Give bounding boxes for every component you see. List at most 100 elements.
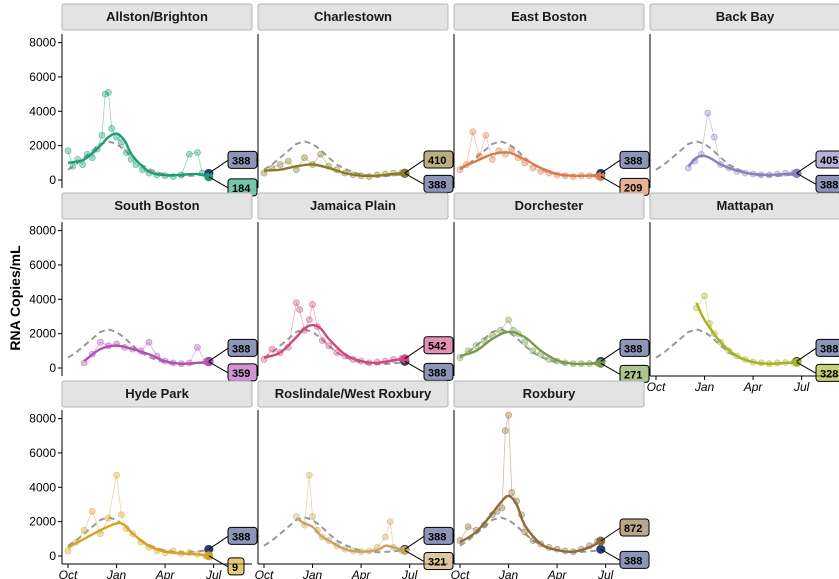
data-point [296, 306, 304, 314]
reference-line [655, 328, 802, 366]
data-point [108, 125, 116, 132]
x-tick-label: Jul [793, 380, 810, 394]
data-point [79, 161, 86, 168]
strip-background [453, 380, 645, 408]
value-leader [796, 159, 817, 174]
value-badge-label: 872 [624, 523, 642, 535]
y-tick-label: 0 [49, 173, 56, 187]
reference-badge [423, 526, 454, 545]
data-point [276, 161, 284, 168]
strip-label: South Boston [114, 198, 199, 213]
x-tick-label: Jan [302, 568, 323, 579]
y-tick-label: 4000 [29, 292, 56, 306]
data-point [64, 147, 72, 155]
value-leader [208, 361, 229, 374]
reference-badge-label: 388 [820, 179, 838, 191]
strip-label: East Boston [511, 9, 587, 24]
trend-line [459, 494, 602, 553]
strip-label: Charlestown [314, 9, 392, 24]
data-point [501, 427, 509, 435]
value-leader [600, 362, 621, 375]
data-point [325, 342, 333, 350]
data-point [710, 133, 718, 141]
y-tick-label: 0 [49, 549, 56, 563]
y-tick-label: 8000 [29, 412, 56, 426]
x-tick-label: Apr [743, 380, 764, 394]
reference-leader [600, 347, 621, 362]
reference-badge-label: 388 [428, 367, 446, 379]
data-point [521, 528, 529, 536]
y-tick-label: 8000 [29, 36, 56, 50]
data-point [318, 337, 326, 344]
data-point [88, 507, 96, 515]
trend-line [67, 521, 209, 557]
value-badge-label: 410 [428, 155, 446, 167]
reference-line [655, 140, 802, 178]
panel-back-bay: Back Bay 388 405 [649, 3, 839, 193]
value-leader [600, 175, 621, 188]
value-leader [404, 550, 425, 562]
data-point [145, 338, 153, 346]
value-leader [404, 159, 425, 174]
x-tick-label: Jan [106, 568, 127, 579]
data-point [113, 471, 120, 479]
strip-label: Mattapan [716, 198, 773, 213]
reference-badge [423, 174, 454, 193]
reference-badge [227, 338, 258, 357]
strip-label: Dorchester [515, 198, 584, 213]
y-tick-label: 6000 [29, 258, 56, 272]
value-badge [423, 336, 454, 355]
value-badge [619, 518, 650, 537]
x-tick-label: Jul [597, 568, 614, 579]
value-leader [208, 176, 229, 189]
value-badge-label: 321 [428, 556, 446, 568]
data-point [701, 292, 708, 300]
x-tick-label: Jul [401, 568, 418, 579]
reference-leader [600, 159, 621, 174]
data-point [309, 301, 316, 308]
reference-badge-label: 388 [428, 179, 446, 191]
panel-hyde-park: Hyde Park 0 2000 4000 6000 8000 Oct Jan Apr Jul 38… [29, 380, 258, 579]
strip-background [649, 3, 839, 31]
data-point [498, 504, 506, 512]
panel-jamaica-plain: Jamaica Plain 388 542 [257, 192, 454, 381]
reference-leader [600, 548, 621, 561]
panel-charlestown: Charlestown 388 410 [257, 3, 454, 193]
strip-background [257, 192, 449, 220]
panel-roxbury: Roxbury Oct Jan Apr Jul 388 872 [451, 380, 650, 579]
data-point [305, 471, 313, 479]
y-tick-label: 8000 [29, 224, 56, 238]
value-badge-label: 184 [232, 183, 251, 195]
trend-line [295, 517, 406, 553]
x-tick-label: Jan [498, 568, 519, 579]
reference-badge [815, 338, 839, 357]
observation-line [688, 112, 794, 176]
y-tick-label: 2000 [29, 515, 56, 529]
data-point [482, 131, 490, 139]
trend-line [459, 330, 601, 366]
strip-label: Roslindale/West Roxbury [275, 386, 432, 401]
y-tick-label: 0 [49, 361, 56, 375]
data-point [185, 150, 193, 158]
x-tick-label: Oct [59, 568, 78, 579]
data-point [529, 347, 537, 355]
value-leader [600, 527, 621, 542]
reference-badge [423, 362, 454, 381]
reference-line [263, 516, 410, 554]
observation-line [263, 153, 402, 178]
data-point [488, 155, 496, 163]
data-point [333, 349, 341, 356]
data-point [508, 489, 516, 496]
reference-badge-label: 388 [624, 155, 642, 167]
strip-background [649, 192, 839, 220]
strip-background [61, 380, 253, 408]
y-tick-label: 2000 [29, 139, 56, 153]
data-point [194, 343, 201, 351]
x-tick-label: Apr [155, 568, 176, 579]
strip-label: Hyde Park [125, 386, 189, 401]
x-tick-label: Apr [351, 568, 372, 579]
reference-badge-label: 388 [232, 155, 250, 167]
trend-line [263, 163, 405, 178]
data-point [101, 90, 109, 98]
